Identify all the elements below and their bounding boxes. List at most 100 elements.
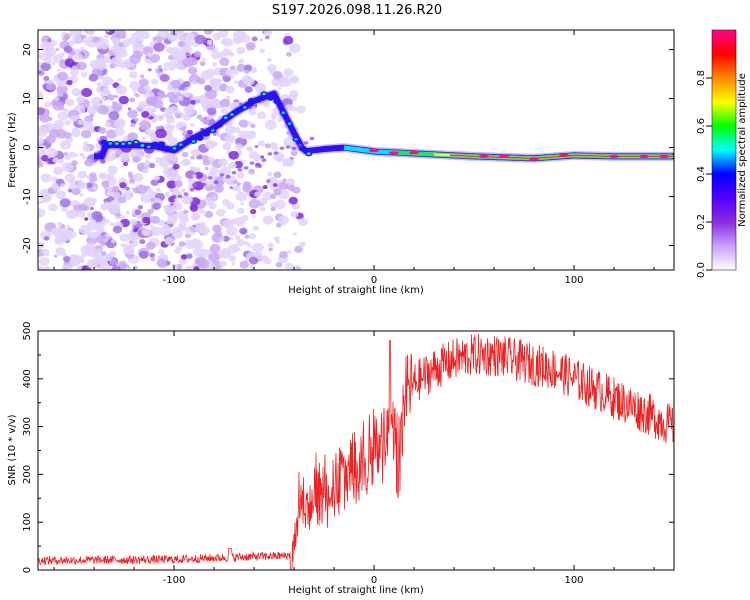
noise-blob [235, 191, 248, 202]
noise-blob [95, 61, 107, 71]
noise-blob [170, 208, 175, 212]
noise-blob [190, 155, 195, 160]
ridge-blob [254, 97, 262, 103]
noise-blob [272, 71, 283, 80]
noise-blob [289, 75, 300, 84]
colorbar-gradient [712, 30, 736, 270]
noise-blob [52, 166, 64, 176]
noise-blob [236, 46, 246, 55]
noise-blob [83, 197, 96, 207]
ridge-blob [247, 97, 255, 104]
noise-blob [188, 74, 201, 84]
noise-blob [139, 30, 151, 40]
noise-blob [80, 252, 88, 258]
noise-blob [107, 165, 118, 175]
noise-blob [74, 255, 84, 264]
noise-blob [273, 188, 282, 196]
noise-blob [53, 254, 58, 258]
noise-blob [120, 214, 126, 219]
noise-blob [71, 88, 81, 97]
noise-blob [118, 42, 125, 48]
y-tick-label: 0 [22, 144, 33, 150]
secondary-blob [183, 192, 189, 196]
noise-blob [240, 202, 245, 206]
y-tick-label: -20 [22, 237, 33, 253]
secondary-blob [285, 145, 291, 149]
noise-blob [46, 82, 57, 91]
ridge-blob-core [121, 142, 125, 146]
noise-blob [60, 141, 65, 146]
noise-blob [167, 216, 178, 225]
noise-blob [220, 165, 232, 175]
y-tick-label: 300 [22, 417, 33, 436]
noise-blob [145, 96, 157, 106]
spectrogram-xlabel: Height of straight line (km) [288, 285, 424, 296]
noise-blob [44, 101, 52, 108]
noise-blob [129, 81, 139, 90]
noise-blob [56, 84, 68, 95]
noise-blob [150, 179, 159, 186]
noise-blob [268, 247, 274, 252]
noise-blob [141, 111, 150, 118]
noise-blob [210, 77, 222, 88]
noise-blob [179, 215, 190, 224]
noise-blob [118, 95, 129, 105]
noise-blob [142, 230, 148, 235]
noise-blob [114, 30, 127, 39]
noise-blob [41, 250, 46, 254]
noise-blob [225, 95, 231, 100]
noise-blob [259, 197, 269, 205]
noise-blob [142, 168, 149, 174]
ridge-hotspot [389, 151, 399, 155]
snr-axes: -100 0 100 0 100 200 300 400 500 [22, 321, 674, 586]
noise-blob [200, 70, 213, 81]
ridge-blob [234, 107, 242, 113]
noise-blob [48, 117, 53, 121]
noise-blob [90, 96, 103, 107]
y-tick-label: 200 [22, 465, 33, 484]
noise-blob [82, 155, 88, 160]
ridge-blob-core [134, 140, 138, 144]
noise-blob [178, 224, 185, 231]
noise-blob [290, 150, 298, 157]
noise-blob [71, 35, 83, 45]
noise-blob [271, 78, 282, 87]
noise-blob [48, 203, 58, 212]
noise-blob [192, 80, 197, 85]
noise-blob [292, 232, 297, 236]
colorbar-tick-label: 0.0 [696, 262, 707, 278]
noise-blob [226, 202, 235, 210]
noise-blob [179, 30, 186, 36]
secondary-blob [279, 146, 285, 151]
noise-blob [50, 227, 61, 236]
noise-blob [259, 206, 266, 212]
noise-blob [244, 69, 250, 74]
noise-blob [282, 35, 294, 45]
noise-blob [238, 102, 243, 106]
noise-blob [256, 111, 267, 120]
ridge-hotspot [369, 148, 379, 153]
noise-blob [251, 215, 256, 219]
spectrogram-image [38, 30, 674, 270]
noise-blob [212, 224, 222, 233]
noise-blob [292, 186, 301, 194]
noise-blob [107, 94, 115, 101]
noise-blob [101, 180, 110, 188]
noise-blob [138, 43, 145, 49]
noise-blob [203, 30, 213, 35]
noise-blob [131, 32, 136, 37]
noise-blob [228, 51, 235, 57]
noise-blob [254, 144, 259, 149]
noise-blob [247, 121, 253, 126]
noise-blob [106, 30, 110, 33]
noise-blob [65, 209, 78, 220]
noise-blob [204, 167, 209, 171]
noise-blob [251, 36, 258, 42]
noise-blob [43, 236, 50, 241]
noise-blob [172, 163, 180, 170]
noise-blob [63, 45, 73, 54]
noise-blob [206, 39, 213, 45]
noise-blob [170, 124, 176, 129]
noise-blob [210, 50, 222, 60]
noise-blob [252, 242, 264, 253]
